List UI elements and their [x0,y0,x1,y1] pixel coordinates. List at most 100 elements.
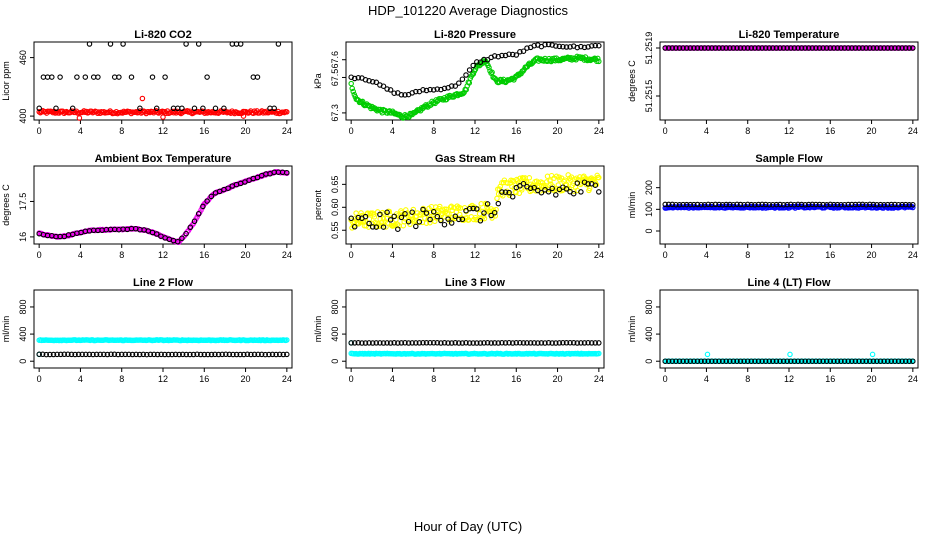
data-point [852,45,859,51]
data-point [845,358,851,364]
y-tick-label: 460 [18,50,28,65]
y-tick-label: 800 [644,299,654,314]
data-point [770,201,776,208]
data-point [517,340,523,346]
data-point [698,201,704,208]
data-point [888,201,895,208]
data-point [349,85,355,92]
data-point [481,215,488,222]
data-point [773,358,780,364]
data-point [574,340,581,346]
data-point [430,87,437,93]
y-tick-label: 0.60 [330,199,340,217]
data-point [176,351,182,358]
data-point [108,351,114,358]
panel-title: Line 4 (LT) Flow [748,277,831,289]
data-point [423,340,430,346]
panel-title: Line 3 Flow [445,277,505,289]
x-tick-label: 12 [158,250,168,260]
data-point [827,201,834,208]
data-point [162,74,168,80]
data-point [705,45,711,51]
data-point [673,45,679,51]
data-point [787,351,793,358]
data-point [409,209,415,215]
data-point [448,220,455,226]
data-point [687,201,694,208]
data-point [759,45,765,51]
data-point [348,80,354,87]
data-point [585,340,591,346]
data-point [470,62,476,69]
data-point [716,358,722,364]
data-point [680,358,686,364]
data-point [784,45,790,51]
data-point [358,210,364,216]
data-point [495,200,502,207]
data-point [456,340,462,346]
data-point [177,109,183,116]
data-point [49,74,55,80]
data-point [813,201,819,208]
data-point [104,351,111,358]
data-point [488,70,494,76]
data-point [466,340,473,346]
data-point [50,351,57,358]
data-point [586,185,593,192]
data-point [816,45,823,51]
data-point [910,201,916,208]
data-point [827,358,834,364]
data-point [515,180,522,186]
data-point [499,340,505,346]
data-point [153,105,160,112]
data-point [687,358,694,364]
data-point [527,185,534,192]
data-point [484,57,491,63]
x-tick-label: 8 [119,374,124,384]
data-point [179,105,185,112]
y-tick-label: 400 [18,109,28,124]
data-point [262,351,269,358]
data-point [752,358,758,364]
data-point [849,201,855,208]
x-tick-label: 4 [390,374,395,384]
data-point [204,74,210,80]
data-point [594,58,600,65]
x-tick-label: 0 [349,126,354,136]
x-tick-label: 20 [241,126,251,136]
data-point [474,206,480,212]
data-point [863,358,869,364]
data-point [560,340,566,346]
data-point [777,45,783,51]
data-point [877,358,884,364]
data-point [79,351,85,358]
data-point [791,201,798,208]
panel-title: Gas Stream RH [435,153,515,165]
data-point [831,45,837,51]
data-point [870,201,877,208]
data-point [712,45,719,51]
data-point [704,351,711,358]
data-point [251,351,258,358]
data-point [895,201,902,208]
data-point [531,340,537,346]
data-point [578,340,584,346]
data-point [662,201,668,208]
data-point [788,45,794,51]
data-point [566,185,572,192]
data-point [535,340,541,346]
data-point [694,201,701,208]
data-point [694,45,701,51]
x-tick-label: 24 [908,126,918,136]
data-point [841,45,848,51]
data-point [481,210,487,216]
data-point [183,351,190,358]
y-tick-label: 17.5 [18,193,28,211]
x-tick-label: 0 [663,374,668,384]
data-point [191,218,198,225]
data-point [906,202,913,208]
data-point [665,358,672,364]
data-point [233,351,240,358]
data-point [494,195,500,202]
x-tick-label: 20 [867,250,877,260]
